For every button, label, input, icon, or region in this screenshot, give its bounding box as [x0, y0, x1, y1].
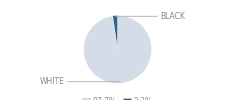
Wedge shape [84, 16, 152, 84]
Legend: 97.7%, 2.3%: 97.7%, 2.3% [81, 96, 154, 100]
Wedge shape [113, 16, 118, 50]
Text: BLACK: BLACK [115, 12, 185, 21]
Text: WHITE: WHITE [40, 77, 120, 86]
